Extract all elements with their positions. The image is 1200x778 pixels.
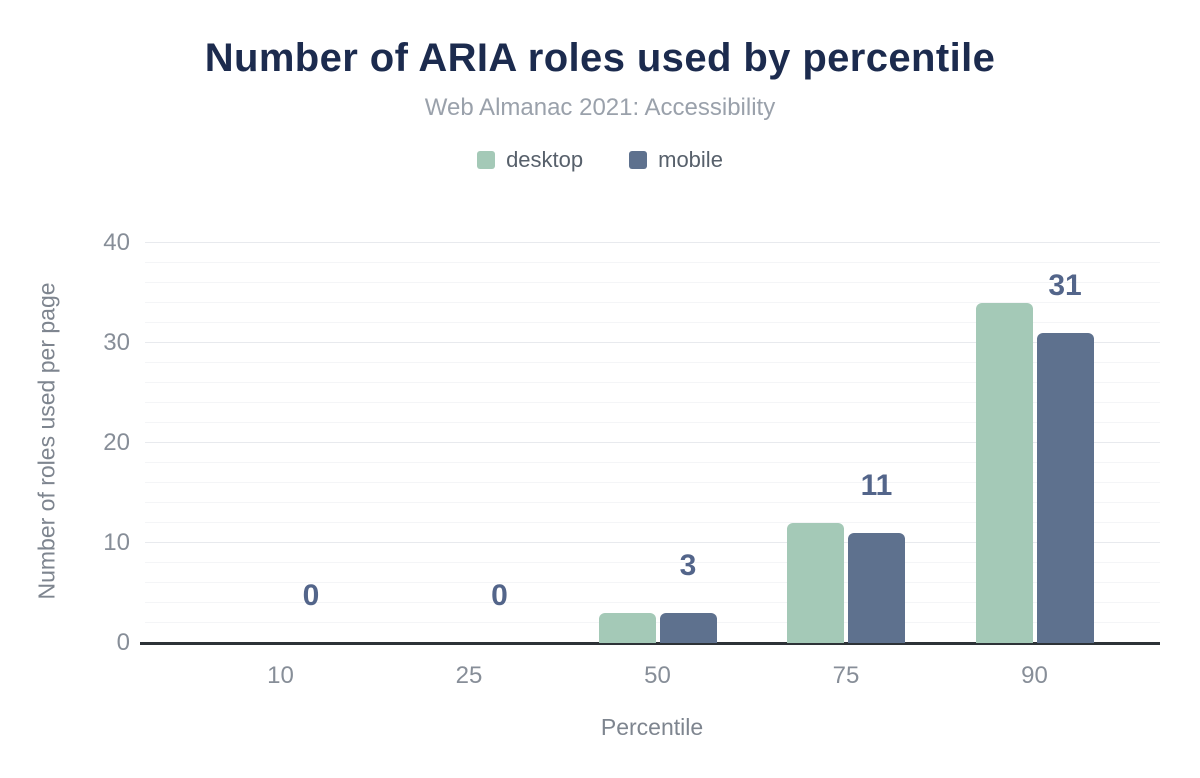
chart-title: Number of ARIA roles used by percentile [204,36,996,80]
mobile-swatch-icon [629,151,648,169]
gridline [145,342,1160,343]
y-tick-label: 10 [103,529,130,556]
gridline [145,322,1160,323]
bar-mobile-p90[interactable] [1036,333,1094,643]
y-tick-label: 20 [103,429,130,456]
gridline [145,262,1160,263]
value-label: 31 [1048,269,1082,302]
gridline [145,242,1160,243]
x-axis-title: Percentile [600,714,704,740]
legend: desktop mobile [0,147,1200,173]
x-axis-line [140,642,1160,645]
legend-label-mobile: mobile [658,147,723,172]
x-tick-label: 90 [1021,662,1048,689]
gridline [145,382,1160,383]
chart-subtitle: Web Almanac 2021: Accessibility [424,94,776,121]
gridline [145,482,1160,483]
value-label: 3 [679,549,697,582]
gridline [145,442,1160,443]
value-label: 0 [302,579,320,612]
gridline [145,422,1160,423]
gridline [145,602,1160,603]
value-label: 0 [491,579,508,612]
legend-item-mobile[interactable]: mobile [629,147,723,173]
legend-label-desktop: desktop [506,147,584,172]
bar-mobile-p75[interactable] [848,533,905,643]
gridline [145,582,1160,583]
x-tick-label: 50 [644,662,671,689]
gridline [145,542,1160,543]
y-axis-title: Number of roles used per page [33,282,60,600]
gridline [145,562,1160,563]
y-tick-label: 40 [103,229,130,256]
gridline [145,462,1160,463]
gridline [145,402,1160,403]
bar-desktop-p50[interactable] [598,613,656,643]
gridline [145,522,1160,523]
desktop-swatch-icon [477,151,496,169]
gridline [145,302,1160,303]
bar-mobile-p50[interactable] [659,613,717,643]
y-tick-label: 0 [116,629,130,656]
bar-desktop-p90[interactable] [975,303,1033,643]
gridline [145,502,1160,503]
value-label: 11 [860,469,893,502]
bar-desktop-p75[interactable] [787,523,844,643]
gridline [145,282,1160,283]
x-tick-label: 75 [832,662,860,689]
x-tick-label: 10 [267,662,294,689]
x-tick-label: 25 [455,662,483,689]
y-tick-label: 30 [103,329,130,356]
gridline [145,362,1160,363]
plot-area: 0 10 20 30 40 10 0 25 0 50 3 75 11 90 31 [103,230,1160,689]
legend-item-desktop[interactable]: desktop [477,147,583,173]
